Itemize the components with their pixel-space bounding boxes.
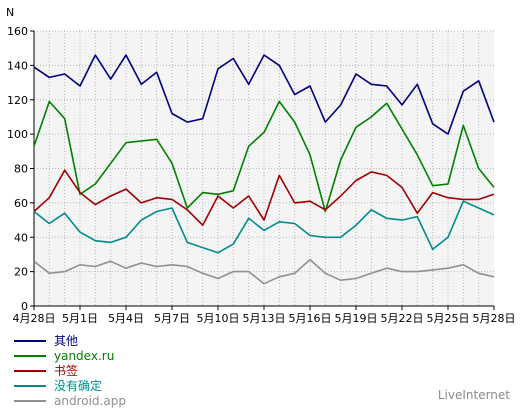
legend-item: 书签 <box>14 364 126 378</box>
series-line-1 <box>33 100 495 213</box>
y-tick-label: 80 <box>14 163 28 176</box>
x-tick-label: 5月10日 <box>197 312 240 325</box>
y-axis-label: N <box>6 6 14 19</box>
axes <box>30 30 495 310</box>
legend-swatch <box>14 355 46 357</box>
legend-item: android.app <box>14 394 126 408</box>
x-tick-label: 5月4日 <box>108 312 144 325</box>
y-tick-label: 0 <box>21 300 28 313</box>
y-tick-label: 40 <box>14 231 28 244</box>
legend-swatch <box>14 385 46 387</box>
x-tick-label: 4月28日 <box>13 312 56 325</box>
legend-label: yandex.ru <box>54 349 115 363</box>
series-line-3 <box>33 200 495 254</box>
y-tick-label: 100 <box>7 128 28 141</box>
legend-item: 没有确定 <box>14 379 126 393</box>
legend-swatch <box>14 400 46 402</box>
x-tick-label: 5月22日 <box>381 312 424 325</box>
x-tick-label: 5月1日 <box>62 312 98 325</box>
x-tick-label: 5月13日 <box>243 312 286 325</box>
legend-swatch <box>14 370 46 372</box>
series-line-2 <box>33 169 495 226</box>
series-line-4 <box>33 258 495 285</box>
x-tick-label: 5月28日 <box>473 312 516 325</box>
brand-label: LiveInternet <box>437 388 510 402</box>
y-tick-label: 20 <box>14 266 28 279</box>
series-lines <box>33 54 495 285</box>
legend: 其他 yandex.ru 书签 没有确定 android.app <box>14 334 126 409</box>
series-line-0 <box>33 54 495 135</box>
y-tick-label: 60 <box>14 197 28 210</box>
x-tick-label: 5月7日 <box>154 312 190 325</box>
legend-item: yandex.ru <box>14 349 126 363</box>
legend-label: 没有确定 <box>54 379 103 393</box>
x-tick-label: 5月19日 <box>335 312 378 325</box>
x-tick-labels: 4月28日 5月1日 5月4日 5月7日 5月10日 5月13日 5月16日 5月19日 5月2… <box>13 312 516 325</box>
legend-label: 书签 <box>54 364 79 378</box>
legend-label: 其他 <box>54 334 79 348</box>
grid <box>34 30 494 306</box>
y-tick-label: 120 <box>7 94 28 107</box>
x-tick-label: 5月25日 <box>427 312 470 325</box>
y-tick-label: 160 <box>7 25 28 38</box>
legend-item: 其他 <box>14 334 126 348</box>
legend-swatch <box>14 340 46 342</box>
x-tick-label: 5月16日 <box>289 312 332 325</box>
y-tick-labels: 0 20 40 60 80 100 120 140 160 <box>7 25 28 313</box>
y-tick-label: 140 <box>7 59 28 72</box>
legend-label: android.app <box>54 394 126 408</box>
